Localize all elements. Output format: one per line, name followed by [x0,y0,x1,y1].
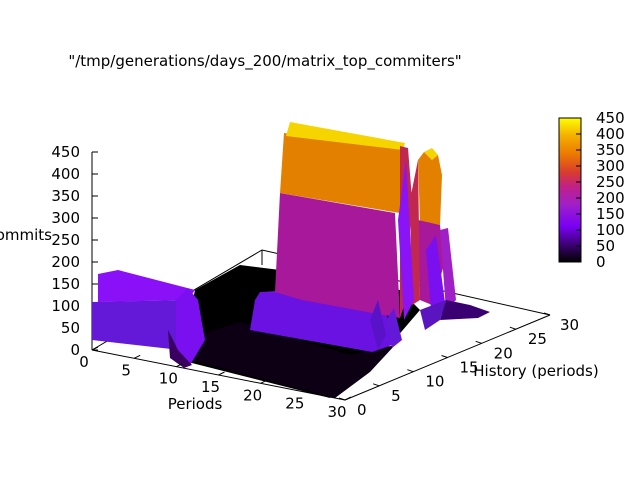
colorbar [558,117,582,263]
z-tick-label: 150 [51,275,80,293]
surface-peak-red [410,160,420,305]
z-tick-labels: 0 50 100 150 200 250 300 350 400 450 [51,143,98,359]
chart-title: "/tmp/generations/days_200/matrix_top_co… [68,52,461,71]
surface-spike-2 [426,235,446,322]
y-tick-label: 0 [357,401,367,419]
surface-spike-4 [370,300,386,350]
z-tick-label: 50 [61,319,80,337]
z-tick-label: 250 [51,231,80,249]
y-tick-label: 10 [425,373,444,391]
surface-mesh [92,122,490,398]
z-axis-label: commits [0,226,52,244]
colorbar-tick-label: 150 [596,205,625,223]
surface-spike-3 [440,228,456,310]
surface-left-front [92,300,188,350]
y-tick-labels: 0 5 10 15 20 25 30 [338,312,579,419]
y-tick [441,355,448,358]
y-tick [543,312,551,316]
y-tick [509,326,516,330]
x-tick [344,396,352,401]
surface-big-orange [280,133,405,213]
x-tick-label: 15 [201,378,220,396]
colorbar-tick-label: 50 [596,237,615,255]
z-tick-label: 400 [51,165,80,183]
surface-big-magenta [275,193,400,318]
x-tick [133,354,141,359]
colorbar-tick-label: 250 [596,173,625,191]
z-tick-label: 350 [51,187,80,205]
y-tick-label: 25 [528,330,547,348]
colorbar-tick-label: 450 [596,109,625,127]
x-tick-label: 25 [285,395,304,413]
colorbar-tick-label: 200 [596,189,625,207]
y-tick-label: 30 [560,316,579,334]
z-tick-label: 200 [51,253,80,271]
x-tick [218,371,225,376]
surface-left-ridge [176,288,205,365]
z-tick-label: 450 [51,143,80,161]
surface-peak-orange [418,152,442,225]
x-tick-labels: 0 5 10 15 20 25 30 [79,346,352,421]
colorbar-tick-label: 100 [596,221,625,239]
y-tick [475,340,482,344]
colorbar-tick-label: 0 [596,253,606,271]
x-tick-label: 0 [79,353,89,371]
x-tick-label: 5 [121,361,131,379]
surface-right-tail-2 [420,300,446,330]
x-tick-label: 20 [243,386,262,404]
surface-floor-dark [190,322,395,398]
z-tick-label: 300 [51,209,80,227]
surface-left-top [98,270,195,302]
z-tick-label: 0 [70,341,80,359]
y-tick-label: 20 [494,344,513,362]
x-tick [91,346,99,351]
y-tick [338,397,346,401]
surface-peak-top [424,148,438,160]
y-tick-label: 5 [391,387,401,405]
surface-big-top [286,122,405,150]
surface-spike-5 [386,308,402,348]
surface-spike-1 [398,160,414,320]
x-tick [176,363,183,368]
x-tick-label: 10 [159,370,178,388]
z-tick-label: 100 [51,297,80,315]
y-tick [407,369,414,373]
colorbar-tick-label: 350 [596,141,625,159]
colorbar-tick-label: 400 [596,125,625,143]
colorbar-tick-label: 300 [596,157,625,175]
x-tick-label: 30 [327,403,346,421]
x-axis-label: Periods [168,395,223,413]
y-tick [373,383,380,387]
surface-left-ridge-dark [168,330,192,368]
y-axis-label: History (periods) [473,362,598,380]
x-tick [260,379,267,384]
x-tick [302,388,310,393]
y-tick-label: 15 [460,359,479,377]
surface-right-tail [440,300,490,320]
